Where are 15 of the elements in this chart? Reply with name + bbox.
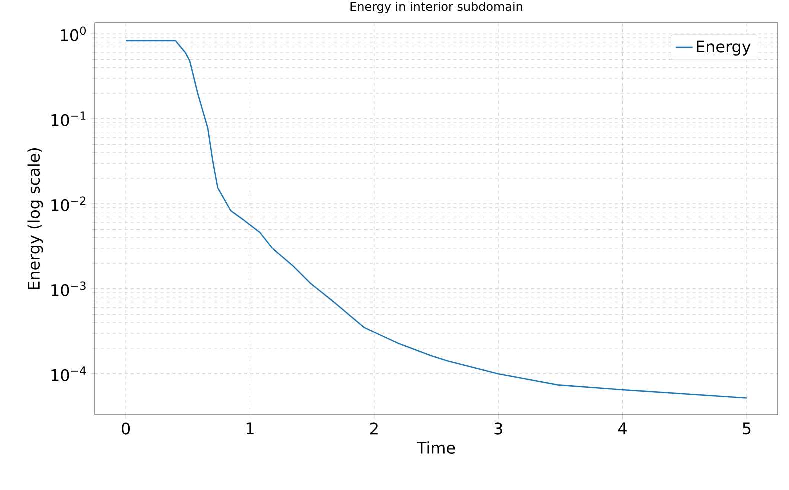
y-tick-label: 10$^{−2}$ <box>52 196 86 212</box>
y-tick-label: 10$^{0}$ <box>61 26 86 42</box>
y-tick-label: 10$^{−3}$ <box>52 282 86 296</box>
y-tick-label: 10$^{−4}$ <box>52 366 86 382</box>
x-tick-label: 2 <box>370 422 378 435</box>
chart-title: Energy in interior subdomain <box>350 2 522 14</box>
x-tick-label: 1 <box>246 422 254 434</box>
x-tick-label: 5 <box>743 422 751 435</box>
x-tick-label: 0 <box>122 422 130 435</box>
y-axis-title: Energy (log scale) <box>28 148 44 290</box>
x-tick-label: 3 <box>494 422 502 435</box>
x-tick-label: 4 <box>618 422 627 434</box>
x-axis-title: Time <box>416 442 456 454</box>
legend-label: Energy <box>697 40 751 56</box>
y-tick-label: 10$^{−1}$ <box>52 112 86 126</box>
